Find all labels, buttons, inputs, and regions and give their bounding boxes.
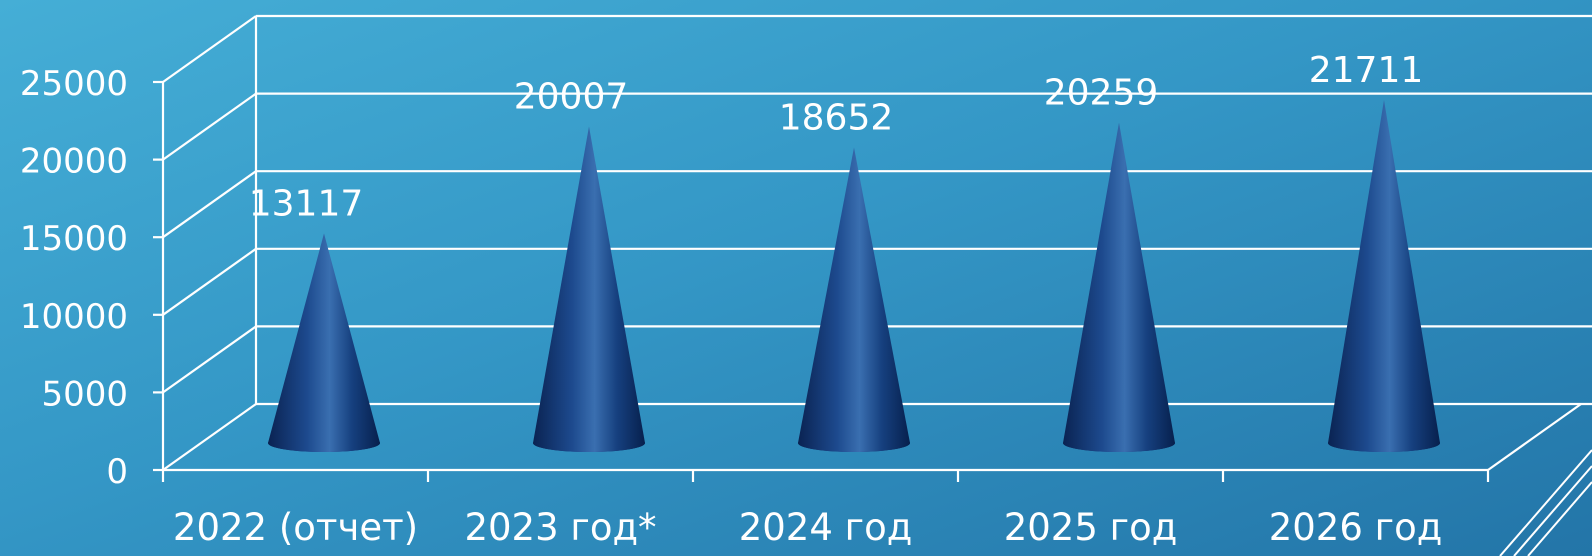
cone-2 <box>798 147 910 452</box>
gridline-side-15000 <box>162 170 257 239</box>
category-label: 2025 год <box>1004 506 1178 549</box>
deco-line <box>1499 449 1592 556</box>
corner-decoration <box>1499 449 1592 556</box>
y-tick-label: 5000 <box>41 374 128 414</box>
cone-1 <box>533 126 645 452</box>
y-tick-label: 15000 <box>20 219 128 259</box>
y-tick-label: 10000 <box>20 297 128 337</box>
data-label: 20007 <box>514 76 629 117</box>
category-label: 2022 (отчет) <box>173 506 418 549</box>
deco-line <box>1527 481 1592 556</box>
data-labels: 13117 20007 18652 20259 21711 <box>249 50 1424 224</box>
gridline-side-25000 <box>162 15 257 83</box>
data-label: 18652 <box>779 98 894 139</box>
category-labels: 2022 (отчет) 2023 год* 2024 год 2025 год 202… <box>173 506 1442 549</box>
category-label: 2026 год <box>1269 506 1443 549</box>
gridline-side-5000 <box>162 325 257 394</box>
y-tick-labels: 0 5000 10000 15000 20000 25000 <box>20 64 128 492</box>
cone-0 <box>268 233 380 452</box>
y-tick-label: 20000 <box>20 142 128 182</box>
cone-body <box>1328 100 1440 452</box>
y-tick-label: 0 <box>106 452 128 492</box>
gridlines <box>162 14 1592 471</box>
cone-body <box>1063 122 1175 452</box>
cone-4 <box>1328 100 1440 452</box>
gridline-side-20000 <box>162 92 257 161</box>
data-label: 20259 <box>1044 73 1159 114</box>
y-tick-label: 25000 <box>20 64 128 104</box>
cone-body <box>268 233 380 452</box>
category-label: 2023 год* <box>464 506 656 549</box>
data-label: 21711 <box>1309 50 1424 91</box>
axes <box>153 80 1582 482</box>
deco-line <box>1513 465 1592 556</box>
cone-body <box>798 147 910 452</box>
gridline-side-10000 <box>162 247 257 316</box>
data-label: 13117 <box>249 183 364 224</box>
floor-right-edge <box>1487 403 1582 471</box>
floor-left-edge <box>162 403 257 471</box>
category-label: 2024 год <box>739 506 913 549</box>
cone-3 <box>1063 122 1175 452</box>
cone-body <box>533 126 645 452</box>
cones <box>268 100 1440 452</box>
